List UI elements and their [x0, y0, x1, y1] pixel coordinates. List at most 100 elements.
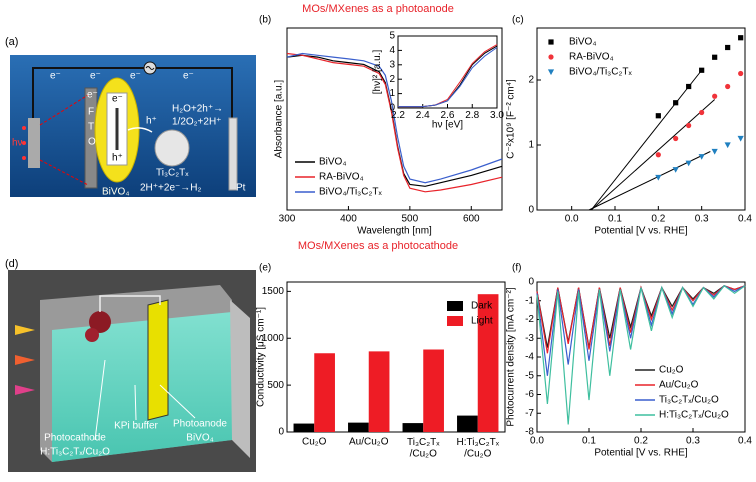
- series-line: [398, 47, 498, 108]
- marker: [685, 160, 692, 167]
- electron: e⁻: [112, 94, 123, 105]
- load-symbol: [145, 66, 155, 70]
- light-arrow: [15, 325, 35, 335]
- bar: [348, 422, 369, 432]
- oxidation: 1/2O₂+2H⁺: [172, 117, 221, 128]
- legend-label: BiVO₄/Ti₃C₂Tₓ: [319, 187, 382, 198]
- photoanode-label: Photoanode: [173, 419, 227, 430]
- series-line: [286, 52, 503, 184]
- y-tick-label: -2: [525, 314, 534, 325]
- panel-a: (a) hν e⁻ e⁻ e⁻ e⁻ e⁻ F T O e⁻ h⁺ BiVO₄ …: [5, 36, 256, 198]
- x-tick-label: 400: [340, 214, 357, 225]
- x-tick-label: Cu₂O: [302, 437, 327, 448]
- x-tick-label: 300: [279, 214, 296, 225]
- pt-electrode: [228, 117, 238, 191]
- marker: [547, 69, 555, 76]
- y-tick-label: -4: [525, 352, 534, 363]
- x-tick-label: 0.0: [530, 436, 544, 447]
- panel-label: (a): [5, 36, 18, 48]
- x-tick-label: 500: [402, 214, 419, 225]
- y-tick-label: 1500: [262, 286, 285, 297]
- x-tick-label: 0.4: [738, 436, 752, 447]
- x-axis-label: Wavelength [nm]: [357, 226, 432, 237]
- y-tick-label: -1: [525, 295, 534, 306]
- y-tick-label: -5: [525, 370, 534, 381]
- panel-label: (d): [5, 258, 18, 270]
- x-tick-label: 2.8: [465, 110, 479, 121]
- marker: [686, 122, 692, 129]
- y-axis-label: [hν]² [a.u.]: [372, 50, 383, 95]
- electrolyte-label: KPi buffer: [114, 421, 158, 432]
- plot-frame: [536, 27, 746, 211]
- y-tick-label: -8: [525, 427, 534, 438]
- fit-line: [590, 99, 716, 211]
- y-tick-label: 500: [267, 380, 284, 391]
- y-tick-label: -3: [525, 333, 534, 344]
- fto-letter: T: [88, 122, 94, 133]
- x-tick-label: 2.6: [441, 110, 455, 121]
- y-axis-label: Photocurrent density [mA cm⁻²]: [506, 287, 517, 426]
- legend-label: BiVO₄: [319, 157, 346, 168]
- x-tick-label: 600: [463, 214, 480, 225]
- y-tick-label: 1: [528, 140, 534, 151]
- zoom-lines: [39, 94, 89, 186]
- light-arrow: [15, 355, 35, 365]
- wire: [99, 295, 161, 312]
- bar: [314, 353, 335, 432]
- bar: [402, 423, 424, 432]
- marker: [655, 152, 661, 158]
- legend-label: BiVO₄: [569, 37, 596, 48]
- legend-label: Cu₂O: [659, 365, 684, 376]
- y-tick-label: -6: [525, 389, 534, 400]
- cell-side: [230, 300, 250, 458]
- x-tick-label: 0.1: [582, 436, 596, 447]
- marker: [673, 135, 679, 142]
- y-axis-label: Conductivity [μS cm⁻¹]: [256, 307, 267, 407]
- panel-label: (c): [512, 15, 524, 26]
- panel-label: (b): [259, 15, 271, 26]
- panel-d: (d) Photocathode H:Ti₃C₂Tₓ/Cu₂O KPi buff…: [5, 258, 256, 472]
- marker: [738, 35, 744, 41]
- legend-swatch: [447, 316, 463, 326]
- x-axis-label: hν [eV]: [432, 119, 463, 130]
- y-tick-label: 4: [389, 45, 395, 56]
- mxene-label: Ti₃C₂Tₓ: [156, 168, 189, 179]
- bar: [368, 351, 390, 432]
- x-tick-label: 0.1: [608, 214, 622, 225]
- mxene-particle: [154, 129, 190, 167]
- electron: e⁻: [87, 90, 98, 101]
- marker: [711, 148, 718, 155]
- marker: [738, 70, 744, 77]
- y-tick-label: 0: [528, 205, 534, 216]
- oxidation: H₂O+2h⁺→: [172, 104, 223, 115]
- marker: [712, 54, 718, 60]
- x-tick-label: 2.2: [391, 110, 405, 121]
- plot-frame: [536, 281, 746, 433]
- hole: h⁺: [112, 153, 123, 164]
- fto-letter: O: [88, 137, 96, 148]
- legend-label: RA-BiVO₄: [569, 52, 614, 63]
- bar: [477, 294, 499, 432]
- light-source: [28, 118, 40, 168]
- y-tick-label: 2: [528, 75, 534, 86]
- light-arrow: [15, 385, 35, 395]
- x-tick-label: Ti₃C₂Tₓ/Cu₂O: [407, 437, 440, 460]
- marker: [725, 44, 731, 51]
- marker: [712, 93, 718, 99]
- legend-label: RA-BiVO₄: [319, 172, 364, 183]
- x-tick-label: Au/Cu₂O: [349, 437, 389, 448]
- marker: [699, 67, 705, 73]
- marker: [725, 83, 731, 90]
- legend-label: Au/Cu₂O: [659, 380, 699, 391]
- legend-label: BiVO₄/Ti₃C₂Tₓ: [569, 67, 632, 78]
- marker: [672, 167, 679, 173]
- x-tick-label: 3.0: [490, 110, 504, 121]
- electron: e⁻: [183, 71, 194, 82]
- x-axis-label: Potential [V vs. RHE]: [594, 226, 688, 237]
- electron: e⁻: [130, 71, 141, 82]
- electron: e⁻: [90, 71, 101, 82]
- photoanode: [147, 299, 169, 421]
- marker: [673, 100, 679, 106]
- bar: [423, 349, 444, 432]
